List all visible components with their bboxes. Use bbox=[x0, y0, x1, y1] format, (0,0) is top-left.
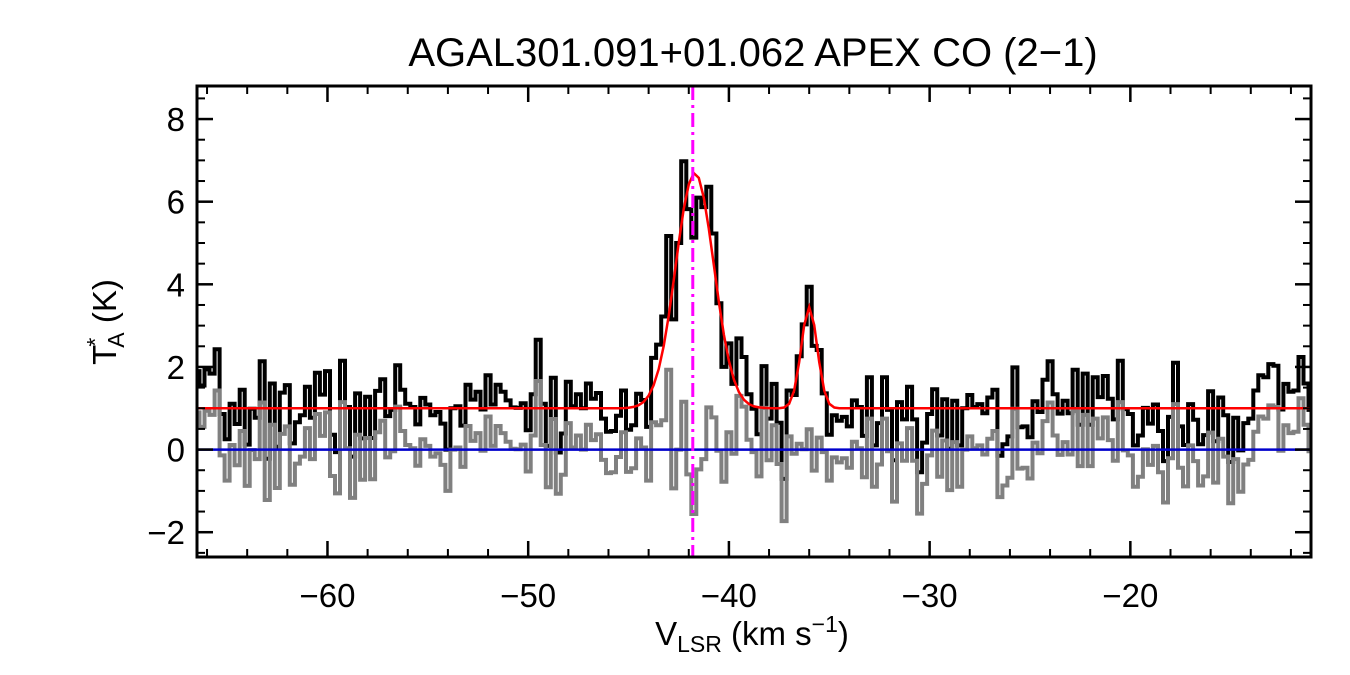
y-tick-labels: −2 0 2 4 6 8 bbox=[147, 101, 185, 551]
plot-series bbox=[197, 86, 1311, 557]
x-tick-label: −60 bbox=[299, 577, 355, 614]
y-tick-label: 0 bbox=[167, 432, 185, 469]
residual-spectrum-line bbox=[197, 367, 1311, 524]
x-tick-label: −40 bbox=[701, 577, 757, 614]
plot-frame bbox=[195, 84, 1313, 559]
y-tick-label: 2 bbox=[167, 349, 185, 386]
y-axis-label: T*A (K) bbox=[82, 279, 129, 365]
y-tick-label: −2 bbox=[147, 514, 185, 551]
x-tick-label: −20 bbox=[1102, 577, 1158, 614]
chart-title: AGAL301.091+01.062 APEX CO (2−1) bbox=[408, 31, 1097, 75]
y-tick-label: 8 bbox=[167, 101, 185, 138]
axis-ticks bbox=[197, 86, 1311, 557]
x-tick-label: −50 bbox=[500, 577, 556, 614]
y-tick-label: 4 bbox=[167, 266, 185, 303]
gaussian-fit-line bbox=[197, 170, 1311, 410]
x-tick-label: −30 bbox=[902, 577, 958, 614]
x-tick-labels: −60 −50 −40 −30 −20 bbox=[299, 577, 1158, 614]
x-axis-label: VLSR (km s−1) bbox=[655, 611, 849, 657]
y-tick-label: 6 bbox=[167, 184, 185, 221]
observed-spectrum-line bbox=[197, 159, 1311, 481]
